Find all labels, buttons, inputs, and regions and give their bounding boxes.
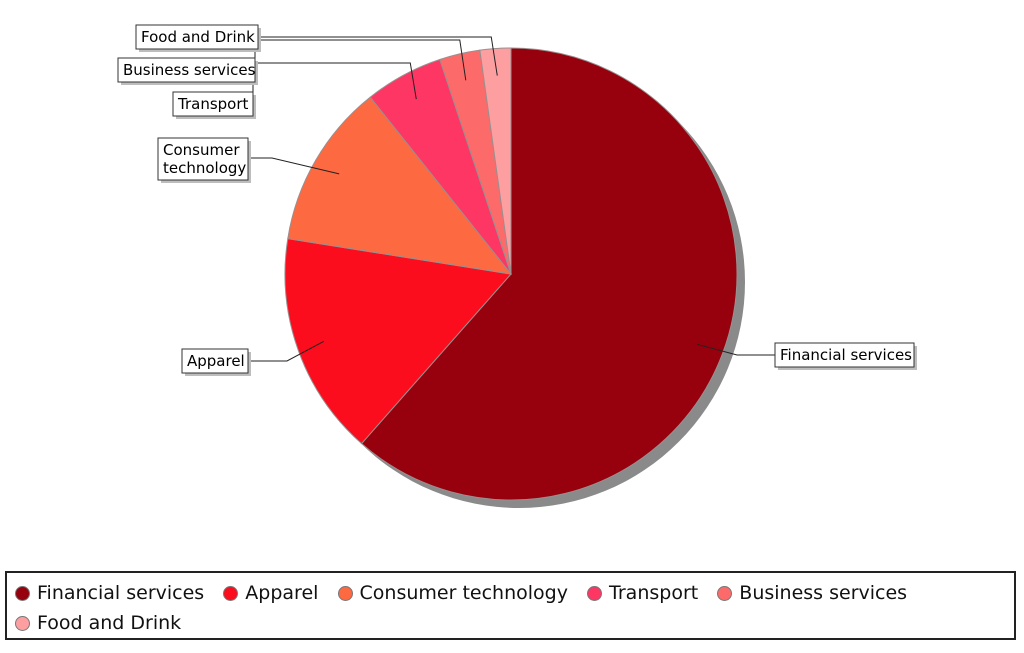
leader-consumer-technology bbox=[248, 157, 340, 175]
legend-label: Transport bbox=[609, 582, 699, 604]
legend-item-business-services[interactable]: Business services bbox=[717, 578, 907, 608]
label-box-financial-services bbox=[774, 342, 915, 368]
slice-label-line: Apparel bbox=[187, 352, 245, 370]
legend-label: Business services bbox=[739, 582, 908, 604]
slice-label-line: Transport bbox=[177, 95, 249, 113]
legend-swatch-transport bbox=[587, 585, 603, 601]
leader-food-and-drink bbox=[258, 36, 498, 76]
legend-swatch-food-and-drink bbox=[15, 615, 30, 631]
slice-label-transport: Transport bbox=[177, 95, 249, 113]
slice-label-line: Consumer bbox=[163, 141, 240, 159]
legend-swatch-apparel bbox=[223, 585, 239, 601]
label-box-food-and-drink bbox=[135, 24, 259, 50]
legend-item-apparel[interactable]: Apparel bbox=[223, 578, 318, 608]
pie-slices bbox=[284, 47, 738, 501]
pie-chart: Financial services Apparel Consumer technol… bbox=[117, 24, 917, 508]
pie-slice-apparel[interactable] bbox=[284, 238, 512, 445]
legend-label: Apparel bbox=[245, 582, 319, 604]
legend: Financial services Apparel Consumer tech… bbox=[5, 571, 1016, 640]
slice-label-food-and-drink: Food and Drink bbox=[141, 28, 255, 46]
pie-slice-financial-services[interactable] bbox=[360, 47, 738, 501]
legend-item-transport[interactable]: Transport bbox=[587, 578, 698, 608]
legend-item-consumer-technology[interactable]: Consumer technology bbox=[337, 578, 568, 608]
legend-label: Financial services bbox=[37, 582, 205, 604]
label-box-consumer-technology bbox=[157, 137, 249, 181]
slice-label-line: Food and Drink bbox=[141, 28, 255, 46]
slice-label-line: Financial services bbox=[780, 346, 912, 364]
pie-slice-consumer-technology[interactable] bbox=[287, 96, 513, 275]
legend-label: Food and Drink bbox=[37, 612, 182, 634]
slice-label-line: technology bbox=[163, 159, 246, 177]
slice-label-apparel: Apparel bbox=[187, 352, 245, 370]
legend-swatch-consumer-technology bbox=[337, 585, 353, 601]
leader-financial-services bbox=[696, 343, 775, 356]
slice-label-financial-services: Financial services bbox=[780, 346, 912, 364]
slice-label-line: Business services bbox=[123, 61, 256, 79]
label-box-business-services bbox=[117, 57, 256, 83]
legend-label: Consumer technology bbox=[359, 582, 568, 604]
slice-label-consumer-technology: Consumer technology bbox=[163, 141, 246, 177]
slice-labels: Financial services Apparel Consumer technol… bbox=[117, 24, 917, 376]
slice-label-business-services: Business services bbox=[123, 61, 256, 79]
leader-apparel bbox=[248, 340, 325, 362]
legend-item-food-and-drink[interactable]: Food and Drink bbox=[15, 608, 181, 638]
label-box-transport bbox=[172, 91, 254, 117]
legend-swatch-business-services bbox=[717, 585, 733, 601]
label-box-apparel bbox=[181, 348, 249, 374]
legend-swatch-financial-services bbox=[15, 585, 30, 601]
leader-business-services bbox=[254, 39, 467, 81]
pie-slice-food-and-drink[interactable] bbox=[479, 47, 512, 275]
legend-item-financial-services[interactable]: Financial services bbox=[15, 578, 204, 608]
